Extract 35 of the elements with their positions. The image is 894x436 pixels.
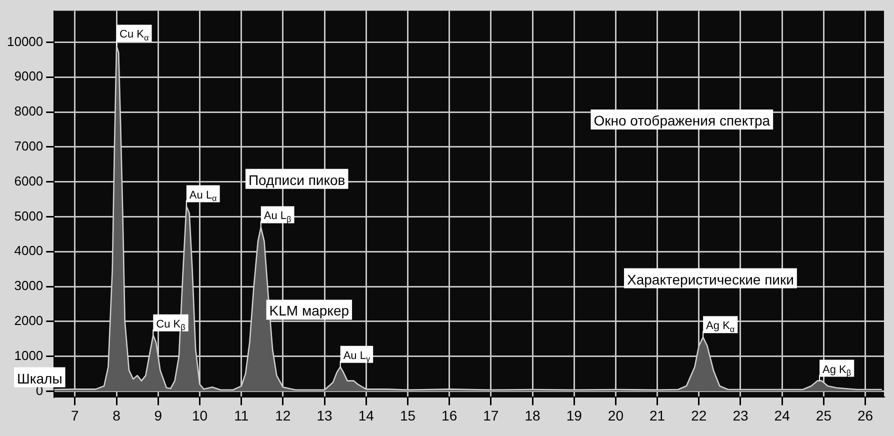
annotation: Подписи пиков bbox=[248, 172, 346, 188]
x-tick-label: 26 bbox=[857, 407, 874, 424]
x-tick-label: 17 bbox=[483, 407, 499, 424]
x-tick-label: 21 bbox=[650, 407, 666, 424]
x-tick-label: 19 bbox=[566, 407, 582, 424]
y-tick-label: 9000 bbox=[14, 68, 44, 84]
annotation: Характеристические пики bbox=[627, 271, 794, 288]
x-tick-label: 9 bbox=[154, 407, 162, 424]
x-tick-label: 23 bbox=[732, 407, 748, 424]
x-tick-label: 14 bbox=[358, 407, 374, 424]
annotation: Шкалы bbox=[17, 370, 62, 386]
y-tick-label: 10000 bbox=[6, 34, 44, 49]
x-tick-label: 10 bbox=[192, 407, 208, 424]
x-tick-label: 8 bbox=[112, 407, 121, 424]
y-tick-label: 4000 bbox=[14, 243, 44, 258]
x-tick-label: 12 bbox=[275, 407, 291, 424]
y-tick-label: 2000 bbox=[14, 313, 44, 328]
x-tick-label: 16 bbox=[442, 407, 458, 424]
x-tick-label: 11 bbox=[234, 407, 249, 424]
y-tick-label: 7000 bbox=[14, 138, 44, 154]
x-tick-label: 24 bbox=[774, 407, 790, 424]
x-tick-label: 15 bbox=[400, 407, 416, 424]
y-tick-label: 5000 bbox=[14, 208, 44, 224]
x-tick-label: 20 bbox=[608, 407, 624, 424]
y-tick-label: 6000 bbox=[14, 173, 44, 188]
x-tick-label: 13 bbox=[316, 407, 333, 424]
y-tick-label: 3000 bbox=[14, 278, 44, 294]
x-tick-label: 7 bbox=[71, 407, 80, 424]
annotation: Окно отображения спектра bbox=[594, 112, 770, 128]
y-tick-label: 1000 bbox=[14, 348, 44, 363]
x-tick-label: 18 bbox=[524, 407, 541, 424]
annotation: KLM маркер bbox=[269, 302, 350, 319]
x-tick-label: 22 bbox=[691, 407, 707, 424]
x-tick-label: 25 bbox=[816, 407, 832, 424]
y-tick-label: 8000 bbox=[14, 104, 44, 119]
